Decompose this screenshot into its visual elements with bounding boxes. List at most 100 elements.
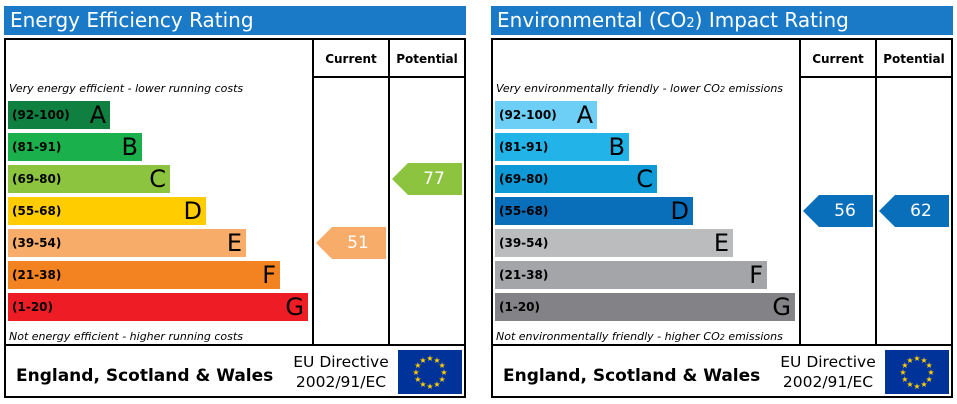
eu-flag-background [885, 350, 949, 394]
band-range-label: (69-80) [499, 172, 549, 186]
band-range-label: (21-38) [12, 268, 62, 282]
directive-line-2: 2002/91/EC [782, 373, 874, 391]
energy-efficiency-panel: Energy Efficiency Rating Current Potenti… [4, 6, 466, 398]
band-letter-label: C [636, 165, 653, 193]
eu-flag-star: ★ [433, 356, 440, 365]
band-range-label: (39-54) [12, 236, 62, 250]
rating-band-d: (55-68) D [495, 197, 693, 225]
region-label: England, Scotland & Wales [16, 366, 274, 386]
rating-band-g: (1-20) G [495, 293, 795, 321]
eu-directive: EU Directive 2002/91/EC [773, 352, 883, 392]
band-letter-label: F [749, 261, 763, 289]
current-column-header: Current [325, 52, 377, 66]
divider [312, 40, 314, 346]
eu-flag-star: ★ [926, 375, 933, 384]
band-letter-label: G [285, 293, 304, 321]
rating-band-c: (69-80) C [495, 165, 657, 193]
eu-flag-star: ★ [433, 380, 440, 389]
environment-chart-box: Current Potential Very environmentally f… [491, 38, 953, 398]
eu-flag-star: ★ [440, 368, 447, 377]
eu-flag-star: ★ [439, 361, 446, 370]
current-arrow-shape [316, 227, 386, 259]
rating-band-e: (39-54) E [495, 229, 733, 257]
band-range-label: (69-80) [12, 172, 62, 186]
eu-flag-star: ★ [913, 354, 920, 363]
rating-band-f: (21-38) F [8, 261, 280, 289]
eu-flag-star: ★ [906, 380, 913, 389]
potential-rating-arrow: 62 [879, 195, 949, 227]
eu-flag-background [398, 350, 462, 394]
rating-band-c: (69-80) C [8, 165, 170, 193]
potential-rating-value: 62 [910, 201, 932, 221]
environment-title: Environmental (CO2) Impact Rating [491, 6, 953, 35]
current-rating-arrow: 51 [316, 227, 386, 259]
band-letter-label: E [713, 229, 729, 257]
divider [312, 76, 464, 78]
current-arrow-polygon [803, 195, 873, 227]
eu-flag-star: ★ [901, 361, 908, 370]
divider [6, 344, 464, 346]
current-rating-value: 51 [347, 233, 369, 253]
divider [799, 76, 951, 78]
band-range-label: (55-68) [12, 204, 62, 218]
environmental-impact-panel: Environmental (CO2) Impact Rating Curren… [491, 6, 953, 398]
top-caption: Very energy efficient - lower running co… [9, 82, 244, 95]
eu-flag-star: ★ [926, 361, 933, 370]
eu-flag-star: ★ [419, 356, 426, 365]
eu-flag-star: ★ [920, 380, 927, 389]
energy-chart-box: Current Potential Very energy efficient … [4, 38, 466, 398]
band-range-label: (21-38) [499, 268, 549, 282]
energy-title: Energy Efficiency Rating [4, 6, 466, 35]
band-range-label: (92-100) [12, 108, 70, 122]
current-column-header: Current [812, 52, 864, 66]
current-rating-value: 56 [834, 201, 856, 221]
rating-band-e: (39-54) E [8, 229, 246, 257]
divider [799, 40, 801, 346]
potential-arrow-shape [879, 195, 949, 227]
eu-flag-icon: ★★★★★★★★★ ★ ★★ [885, 350, 949, 394]
current-arrow-shape [803, 195, 873, 227]
band-letter-label: B [608, 133, 625, 161]
rating-band-b: (81-91) B [8, 133, 142, 161]
band-range-label: (1-20) [12, 300, 53, 314]
eu-flag-star: ★ [920, 356, 927, 365]
bottom-caption: Not environmentally friendly - higher CO… [496, 330, 783, 343]
eu-flag-icon: ★★★★★★★★★ ★ ★★ [398, 350, 462, 394]
potential-arrow-polygon [392, 163, 462, 195]
top-caption: Very environmentally friendly - lower CO… [496, 82, 784, 95]
eu-flag-star: ★ [901, 375, 908, 384]
band-letter-label: F [262, 261, 276, 289]
band-range-label: (39-54) [499, 236, 549, 250]
potential-column-header: Potential [396, 52, 458, 66]
rating-band-b: (81-91) B [495, 133, 629, 161]
current-arrow-polygon [316, 227, 386, 259]
band-letter-label: A [89, 101, 106, 129]
band-range-label: (81-91) [499, 140, 549, 154]
eu-flag-star: ★ [913, 382, 920, 391]
directive-line-2: 2002/91/EC [295, 373, 387, 391]
eu-flag-star: ★ [414, 375, 421, 384]
band-letter-label: B [121, 133, 138, 161]
eu-flag-star: ★ [412, 368, 419, 377]
rating-band-f: (21-38) F [495, 261, 767, 289]
rating-band-d: (55-68) D [8, 197, 206, 225]
band-range-label: (1-20) [499, 300, 540, 314]
band-letter-label: C [149, 165, 166, 193]
region-label: England, Scotland & Wales [503, 366, 761, 386]
bottom-caption: Not energy efficient - higher running co… [9, 330, 243, 343]
band-letter-label: A [576, 101, 593, 129]
potential-arrow-shape [392, 163, 462, 195]
potential-rating-arrow: 77 [392, 163, 462, 195]
eu-flag-star: ★ [419, 380, 426, 389]
band-range-label: (55-68) [499, 204, 549, 218]
directive-line-1: EU Directive [293, 353, 389, 371]
band-range-label: (81-91) [12, 140, 62, 154]
current-rating-arrow: 56 [803, 195, 873, 227]
eu-flag-star: ★ [426, 382, 433, 391]
rating-band-a: (92-100) A [495, 101, 597, 129]
band-letter-label: D [670, 197, 689, 225]
eu-flag-star: ★ [414, 361, 421, 370]
potential-column-header: Potential [883, 52, 945, 66]
band-letter-label: D [183, 197, 202, 225]
rating-band-g: (1-20) G [8, 293, 308, 321]
